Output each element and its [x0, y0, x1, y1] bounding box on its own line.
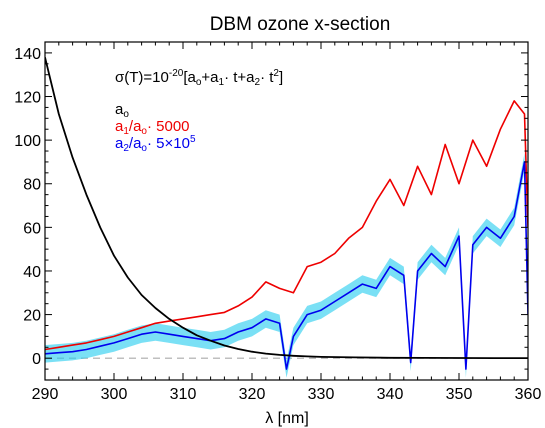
x-tick-label: 320 [239, 386, 266, 403]
chart-title: DBM ozone x-section [210, 14, 391, 35]
series-a0-line [45, 57, 528, 359]
y-tick-label: 120 [14, 90, 41, 107]
y-tick-label: 60 [23, 220, 41, 237]
y-tick-label: 0 [32, 351, 41, 368]
ticks-layer: 290 300 310 320 330 340 350 360 0 20 40 60 80 100 120 1… [14, 42, 541, 403]
x-tick-label: 310 [170, 386, 197, 403]
x-tick-label: 350 [446, 386, 473, 403]
y-tick-label: 100 [14, 133, 41, 150]
legend-entry-a1: a1/ao· 5000 [115, 118, 190, 137]
x-tick-label: 340 [377, 386, 404, 403]
formula-annotation: σ(T)=10-20[ao+a1· t+a2· t2] [115, 68, 283, 88]
legend-entry-a0: ao [115, 101, 129, 120]
y-tick-label: 140 [14, 46, 41, 63]
x-tick-label: 330 [308, 386, 335, 403]
legend-entry-a2: a2/ao· 5×105 [115, 134, 196, 154]
series-layer [45, 57, 528, 378]
y-tick-label: 80 [23, 177, 41, 194]
y-tick-label: 20 [23, 308, 41, 325]
plot-frame [44, 41, 529, 381]
x-tick-label: 290 [32, 386, 59, 403]
series-a2-uncertainty-band [45, 153, 528, 378]
x-tick-label: 360 [515, 386, 542, 403]
series-a2-line [45, 161, 528, 370]
series-a1-line [45, 100, 528, 351]
y-tick-label: 40 [23, 264, 41, 281]
x-axis-label: λ [nm] [265, 410, 309, 427]
annotation-layer: σ(T)=10-20[ao+a1· t+a2· t2] ao a1/ao· 50… [115, 68, 283, 154]
x-tick-label: 300 [101, 386, 128, 403]
